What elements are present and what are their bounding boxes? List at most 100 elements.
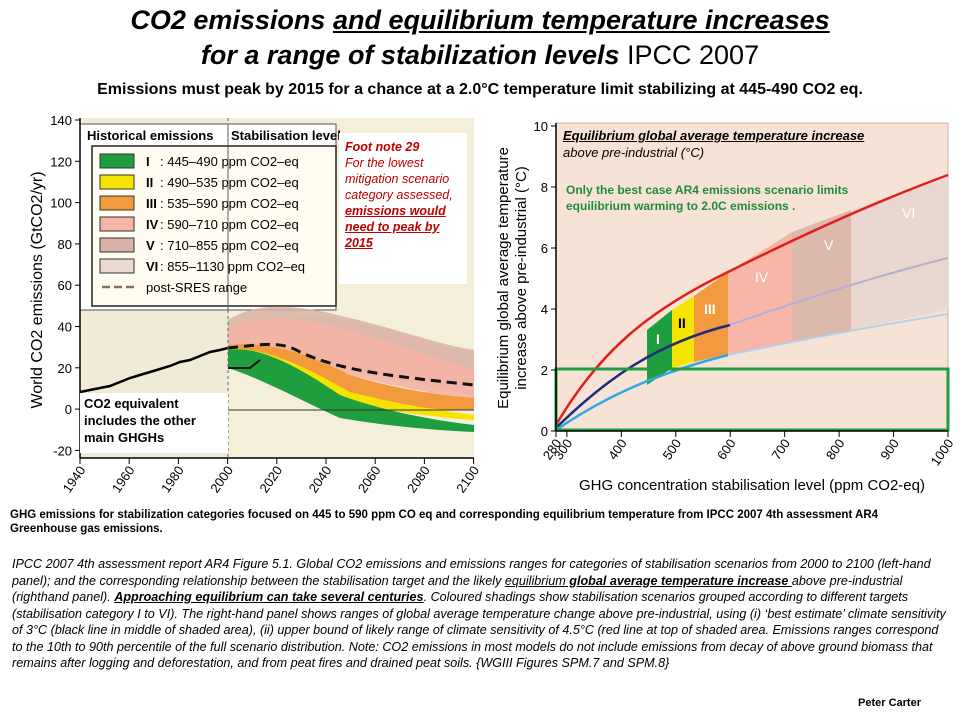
left-x-tick-label: 1940: [60, 463, 89, 495]
left-x-tick-label: 2020: [256, 463, 285, 495]
left-y-tick-label: 0: [65, 402, 72, 417]
footnote-emphasis: emissions would need to peak by 2015: [345, 204, 446, 250]
right-y-ticks: 10 8 6 4 2 0: [534, 119, 556, 439]
band-iv-temp: [728, 232, 792, 354]
title-part-3: for a range of stabilization levels: [200, 40, 620, 70]
title-part-1: CO2 emissions: [130, 5, 333, 35]
footnote-box: Foot note 29 For the lowest mitigation s…: [339, 133, 467, 284]
legend-label: : 535–590 ppm CO2–eq: [160, 196, 299, 211]
legend-label: : 490–535 ppm CO2–eq: [160, 175, 299, 190]
footnote-title: Foot note 29: [345, 140, 420, 154]
right-y-tick-label: 0: [541, 424, 548, 439]
legend-roman: II: [146, 175, 153, 190]
band-iii-temp: [694, 272, 728, 362]
legend-label: : 590–710 ppm CO2–eq: [160, 217, 299, 232]
right-y-tick-label: 10: [534, 119, 548, 134]
band-label-iv: IV: [755, 269, 769, 285]
band-label-i: I: [656, 331, 660, 347]
band-vi-temp: [851, 178, 948, 330]
left-x-tick-label: 1980: [158, 463, 187, 495]
right-y-tick-label: 8: [541, 180, 548, 195]
left-y-tick-label: 60: [58, 278, 72, 293]
right-x-axis-label: GHG concentration stabilisation level (p…: [579, 477, 925, 494]
left-y-axis-label: World CO2 emissions (GtCO2/yr): [29, 171, 46, 408]
best-case-note: Only the best case AR4 emissions scenari…: [566, 183, 849, 213]
right-panel-title-rest: above pre-industrial (°C): [563, 145, 705, 160]
left-x-tick-label: 2040: [306, 463, 335, 495]
legend-label: : 855–1130 ppm CO2–eq: [160, 259, 305, 274]
long-caption-p1: IPCC 2007 4th assessment report AR4 Figu…: [12, 557, 931, 588]
left-x-tick-label: 2000: [207, 463, 236, 495]
band-iv-area: [228, 318, 474, 398]
left-y-tick-label: 80: [58, 237, 72, 252]
legend-swatch: [99, 195, 135, 211]
long-caption-p2: above pre-industrial (righthand panel).: [12, 573, 903, 605]
title-part-2: and equilibrium temperature increases: [332, 5, 830, 35]
legend-swatch: [99, 174, 135, 190]
figure-caption: GHG emissions for stabilization categori…: [10, 509, 879, 535]
legend-roman: III: [146, 196, 157, 211]
baseline-line: [228, 359, 261, 369]
band-v-temp: [792, 210, 851, 342]
co2-equivalent-box: CO2 equivalent includes the other main G…: [80, 393, 228, 453]
right-panel-title-bold: Equilibrium global average temperature i…: [563, 128, 865, 143]
right-x-tick-label: 600: [714, 436, 739, 462]
left-y-tick-label: 20: [58, 361, 72, 376]
lower-sensitivity-line: [555, 353, 729, 432]
title-part-4: IPCC 2007: [619, 40, 760, 70]
band-iii-area: [228, 344, 474, 411]
legend-roman: V: [146, 238, 155, 253]
left-y-tick-label: -20: [53, 443, 72, 458]
legend-label: : 445–490 ppm CO2–eq: [160, 154, 299, 169]
legend-header-stabilisation: Stabilisation level: [231, 128, 341, 143]
long-caption-b1: global average temperature increase: [565, 573, 792, 588]
band-label-iii: III: [704, 301, 716, 317]
long-caption-u1: equilibrium: [504, 573, 566, 588]
left-y-tick-label: 40: [58, 320, 72, 335]
lower-sensitivity-continued: [727, 313, 949, 356]
author-credit: Peter Carter: [858, 697, 921, 709]
post-sres-dashed-line: [227, 342, 475, 387]
legend-header-historical: Historical emissions: [87, 128, 213, 143]
legend-roman: IV: [146, 217, 159, 232]
legend-label: post-SRES range: [146, 280, 247, 295]
legend-label: : 710–855 ppm CO2–eq: [160, 238, 299, 253]
legend-roman: VI: [146, 259, 158, 274]
band-label-ii: II: [678, 315, 686, 331]
left-x-tick-label: 1960: [109, 463, 138, 495]
right-y-tick-label: 6: [541, 241, 548, 256]
left-x-tick-label: 2080: [404, 463, 433, 495]
footnote-body: For the lowest mitigation scenario categ…: [345, 156, 453, 202]
right-panel-title: Equilibrium global average temperature i…: [563, 127, 864, 161]
right-y-axis-label-2: increase above pre-industrial (°C): [513, 166, 530, 390]
title-line-1: CO2 emissions and equilibrium temperatur…: [0, 4, 960, 36]
left-y-ticks: 140 120 100 80 60 40 20 0 -20: [50, 113, 80, 458]
right-y-tick-label: 2: [541, 363, 548, 378]
band-i-temp: [647, 310, 672, 385]
long-caption-b2: Approaching equilibrium can take several…: [114, 590, 424, 604]
upper-sensitivity-line: [554, 173, 949, 426]
right-x-tick-label: 800: [823, 436, 848, 462]
right-y-axis-label-1: Equilibrium global average temperature: [495, 147, 512, 409]
right-x-tick-label: 900: [877, 436, 902, 462]
subtitle: Emissions must peak by 2015 for a chance…: [97, 81, 863, 98]
right-y-tick-label: 4: [541, 302, 548, 317]
long-caption-p3: . Coloured shadings show stabilisation s…: [12, 590, 946, 670]
legend-items: I : 445–490 ppm CO2–eq II : 490–535 ppm CO2…: [99, 153, 305, 295]
right-x-tick-label: 500: [659, 436, 684, 462]
best-estimate-continued: [729, 257, 949, 326]
band-label-v: V: [824, 237, 834, 253]
legend-roman: I: [146, 154, 150, 169]
left-y-tick-label: 100: [50, 196, 72, 211]
legend-swatch: [99, 216, 135, 232]
band-label-vi: VI: [902, 205, 915, 221]
right-x-tick-label: 1000: [928, 436, 957, 468]
legend-swatch: [99, 237, 135, 253]
legend-swatch: [99, 258, 135, 274]
long-caption: IPCC 2007 4th assessment report AR4 Figu…: [12, 556, 948, 672]
legend-swatch: [99, 153, 135, 169]
historical-emissions-line: [79, 346, 229, 394]
left-x-ticks: 1940 1960 1980 2000 2020 2040 2060 2080 2100: [60, 458, 482, 495]
band-i-area: [228, 349, 474, 432]
